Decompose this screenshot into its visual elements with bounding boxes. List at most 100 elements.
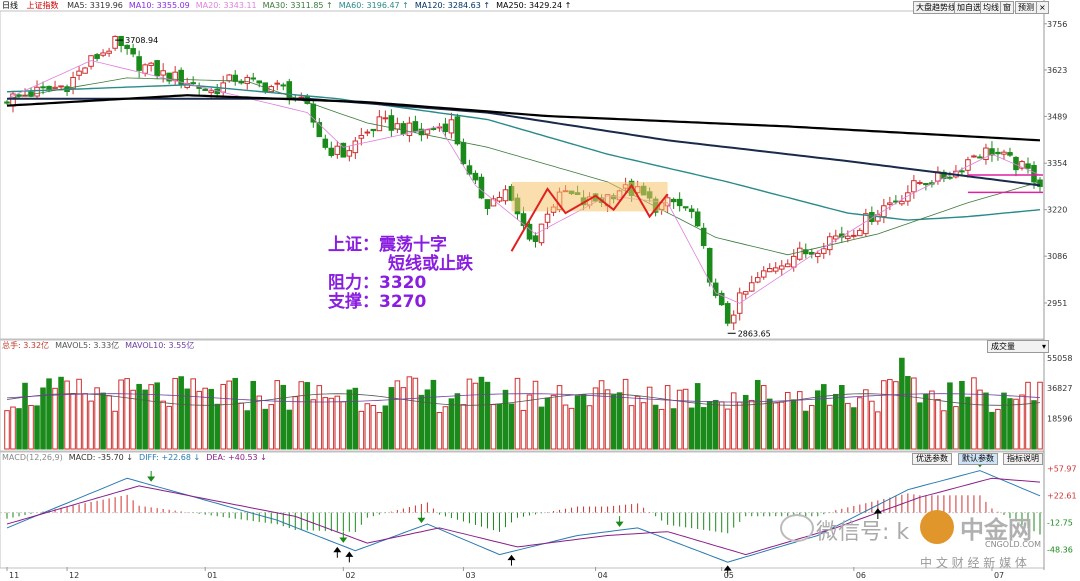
candle-body [1037,179,1043,187]
volume-bar [574,395,581,450]
volume-bar [815,390,821,450]
candle-body [676,198,683,207]
volume-bar [394,380,401,450]
candle-body [340,142,347,158]
indicator-label: MACD(12,26,9) [2,453,63,462]
candle-body [1007,152,1013,156]
volume-bar [274,380,281,450]
volume-bar [881,380,887,450]
candle-body [94,54,100,59]
volume-tick-label: 36827 [1047,384,1072,393]
volume-bar [334,395,341,450]
volume-bar [226,380,232,450]
volume-bar [658,408,665,450]
volume-bar [514,377,521,450]
candle-body [430,128,437,131]
indicator-label: MA5: 3319.96 [67,1,123,10]
volume-bar [652,404,659,450]
candle-body [160,70,166,76]
toolbar-button[interactable]: 均线 [980,1,1002,14]
indicator-label: MAVOL5: 3.33亿 [55,341,120,350]
volume-bar [676,389,683,450]
volume-bar [340,401,347,450]
indicator-label: MA30: 3311.85 ↑ [262,1,333,10]
volume-bar [634,395,641,450]
volume-bar [917,402,923,450]
zigzag-pattern-line [510,183,669,252]
candle-body [376,116,383,132]
volume-bar [790,399,797,450]
volume-bar [424,389,431,450]
volume-bar [322,397,329,450]
volume-bar [250,380,257,450]
candle-body [520,213,527,226]
candle-body [34,86,40,97]
volume-bar [346,389,353,450]
price-tick-label: 3623 [1047,66,1067,75]
candle-body [178,69,184,85]
toolbar-button[interactable]: 大盘趋势线 [913,1,959,14]
candle-body [766,268,773,273]
price-tick-label: 3489 [1047,112,1067,121]
volume-bar [532,380,539,450]
volume-bar [280,384,287,450]
volume-bar [160,400,166,450]
candle-body [364,131,371,134]
candle-body [316,122,323,138]
high-price-label: 3708.94 [125,36,158,45]
candle-body [532,235,539,242]
candle-body [983,147,989,160]
volume-bar [526,394,533,450]
close-icon[interactable]: × [1036,1,1049,14]
volume-bar [442,406,449,450]
candle-body [154,60,160,77]
candle-body [166,72,172,82]
candle-body [130,48,136,55]
candle-body [887,202,893,205]
volume-bar [304,382,311,450]
toolbar-button[interactable]: 窗 [1000,1,1014,14]
ma20-line [6,60,1041,304]
volume-bar [88,400,94,450]
candle-body [1025,163,1031,169]
candle-body [100,52,106,56]
volume-bar [10,406,16,450]
volume-bar [736,401,743,450]
candle-body [148,62,154,66]
volume-bar [718,401,725,450]
volume-bar [802,410,809,450]
candle-body [460,142,467,165]
candle-body [706,247,713,283]
volume-bar [118,379,124,450]
macd-tick-label: +57.97 [1047,464,1077,473]
chart-period-label[interactable]: 日线 [2,1,18,10]
volume-bar [106,395,112,450]
date-tick-label: 01 [207,571,217,580]
volume-dropdown-label: 成交量 [991,342,1015,351]
volume-bar [16,408,22,450]
macd-param-button[interactable]: 默认参数 [958,453,998,465]
candle-body [478,176,485,199]
volume-bar [178,376,184,450]
candle-body [328,147,335,156]
macd-param-button[interactable]: 优选参数 [912,453,952,465]
volume-bar [124,378,130,450]
volume-bar [911,377,917,450]
volume-bar [544,397,551,450]
volume-dropdown[interactable]: 成交量 ▾ [987,340,1049,353]
macd-param-button[interactable]: 指标说明 [1003,453,1043,465]
indicator-label: 总手: 3.32亿 [2,341,50,350]
candle-body [46,85,52,90]
price-tick-label: 3756 [1047,20,1067,29]
candle-body [412,121,419,132]
toolbar-button[interactable]: 预测 [1015,1,1037,14]
volume-bar [52,387,58,450]
volume-bar [502,389,509,450]
candle-body [977,156,983,159]
volume-bar [166,405,172,450]
volume-bar [929,390,935,450]
volume-bar [268,404,275,450]
candle-body [947,176,953,179]
volume-bar [766,398,773,450]
candle-body [112,35,118,49]
